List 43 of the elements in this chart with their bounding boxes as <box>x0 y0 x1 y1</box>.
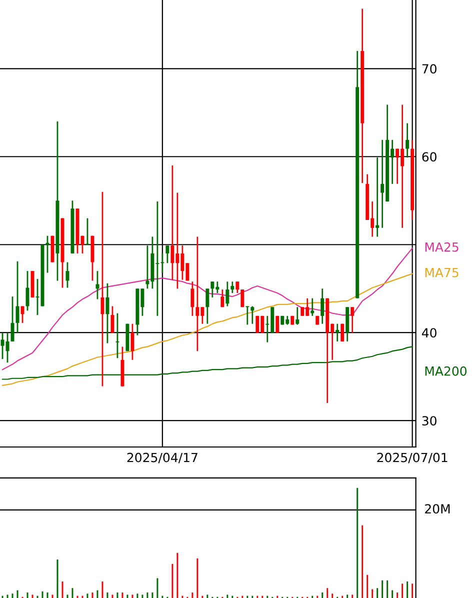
candlestick <box>230 280 234 294</box>
y-tick-label: 70 <box>422 64 436 74</box>
series-label: MA75 <box>425 268 458 278</box>
candlestick <box>190 280 194 317</box>
line-series <box>2 346 413 380</box>
candlestick <box>16 260 20 334</box>
ref-line-label: 20M <box>425 504 450 514</box>
candlestick <box>340 323 344 342</box>
candlestick <box>26 270 30 312</box>
candlestick <box>166 244 170 264</box>
line-series <box>2 248 413 370</box>
candlestick <box>110 306 114 334</box>
candlestick <box>350 306 354 334</box>
series-label: MA200 <box>425 366 467 376</box>
candlestick <box>10 296 14 342</box>
candlestick <box>66 262 70 288</box>
candlestick <box>310 298 314 317</box>
candlestick <box>86 218 90 246</box>
candlestick <box>236 280 240 294</box>
y-tick-label: 40 <box>422 328 436 338</box>
candlestick <box>206 288 210 325</box>
candlestick <box>226 280 230 307</box>
candlestick <box>246 306 250 326</box>
candlestick <box>130 323 134 361</box>
candlestick <box>376 156 380 238</box>
candlestick <box>106 282 110 344</box>
candlestick <box>250 306 254 325</box>
candlestick <box>160 252 164 274</box>
x-tick-label: 2025/07/01 <box>377 452 448 464</box>
y-tick-label: 30 <box>422 416 436 426</box>
candlestick <box>116 312 120 359</box>
candlestick <box>406 122 410 158</box>
series-label: MA25 <box>425 242 458 252</box>
line-series <box>2 273 413 386</box>
candlestick <box>100 191 104 387</box>
candlestick <box>96 270 100 300</box>
y-tick-label: 60 <box>422 152 436 162</box>
candlestick <box>336 323 340 342</box>
candlestick <box>296 306 300 326</box>
candlestick <box>20 306 24 324</box>
candlestick <box>320 288 324 325</box>
x-tick-label: 2025/04/17 <box>127 452 198 464</box>
candlestick <box>220 288 224 308</box>
